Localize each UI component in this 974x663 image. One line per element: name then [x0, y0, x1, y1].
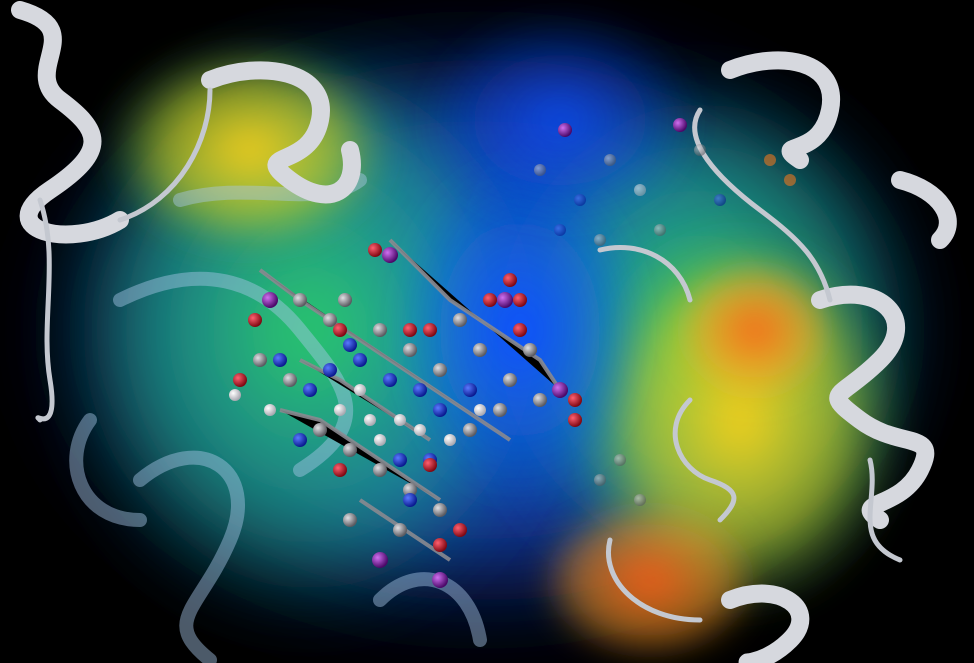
electrostatic-field-volume	[10, 0, 950, 660]
phosphorus-atoms	[262, 118, 687, 588]
carbon-atoms	[253, 293, 547, 537]
nitrogen-atoms	[273, 338, 477, 507]
protein-ribbons	[11, 1, 957, 663]
oxygen-atoms	[233, 243, 582, 552]
distal-strand-atoms	[534, 144, 796, 506]
hydrogen-atoms	[229, 384, 486, 446]
dna-ligand-atoms	[229, 118, 796, 588]
